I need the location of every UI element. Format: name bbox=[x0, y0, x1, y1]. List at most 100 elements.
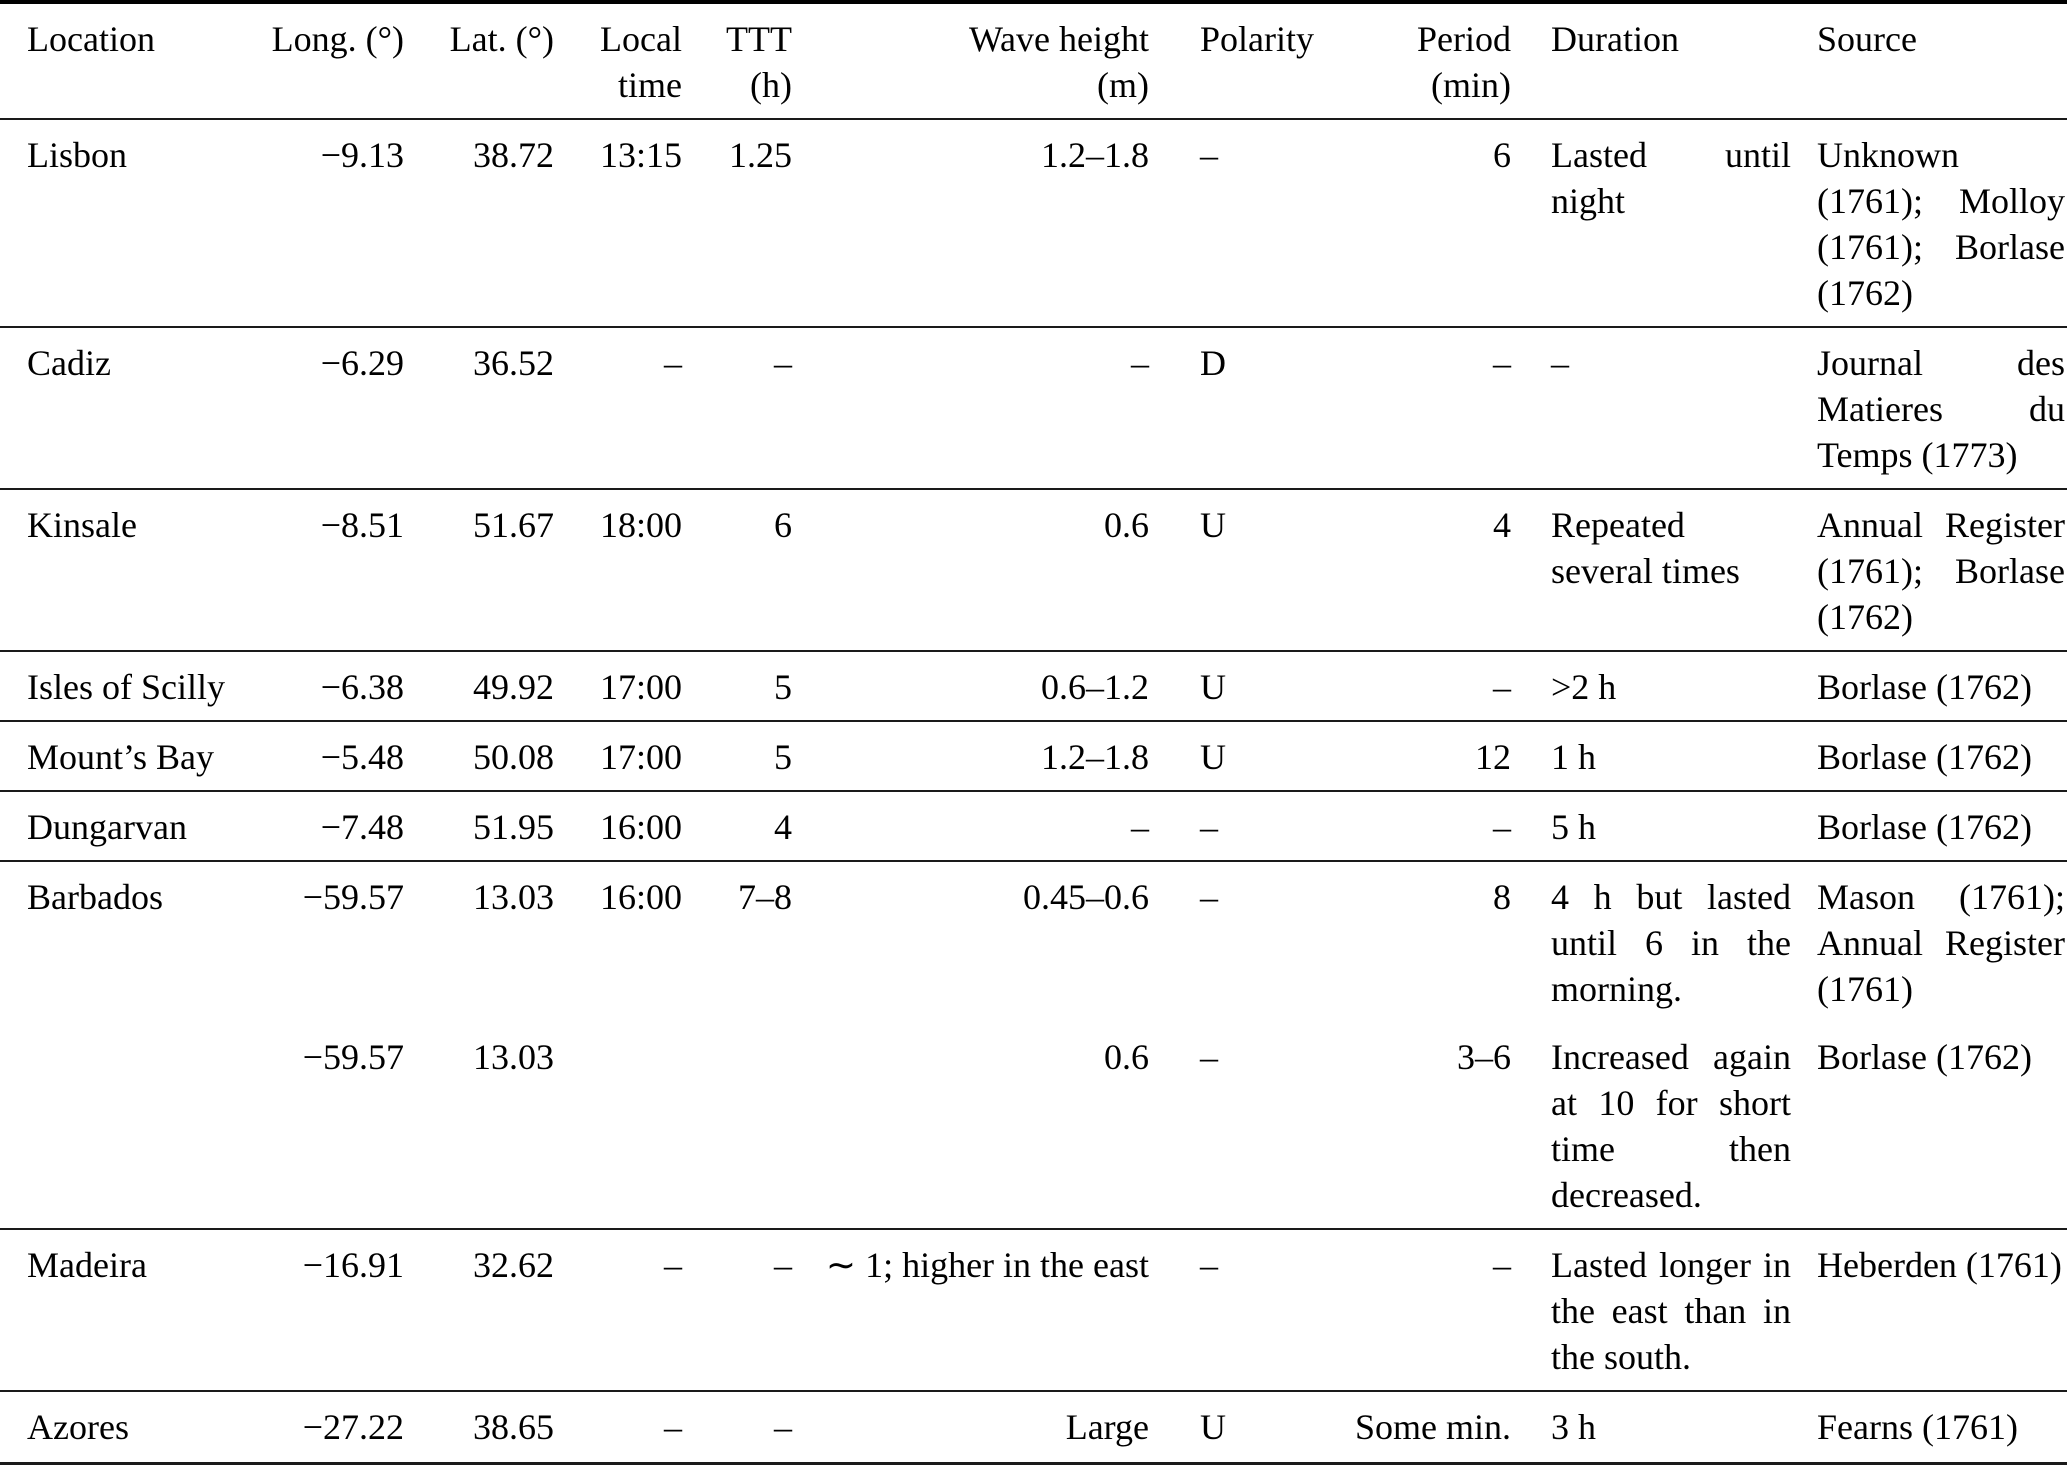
cell-local_time: – bbox=[664, 1407, 682, 1447]
table-row: Azores −27.22 38.65 – – Large U Some min. 3 h Fea… bbox=[0, 1391, 2067, 1463]
cell-ttt: 7–8 bbox=[738, 877, 792, 917]
column-header-ttt: TTT (h) bbox=[688, 2, 798, 119]
cell-duration: >2 h bbox=[1551, 667, 1617, 707]
column-header-ttt-line: (h) bbox=[750, 65, 792, 105]
cell-local_time: 18:00 bbox=[599, 505, 682, 545]
cell-local_time: 17:00 bbox=[599, 667, 682, 707]
cell-ttt bbox=[688, 1022, 798, 1229]
column-header-ttt-line: TTT bbox=[726, 19, 792, 59]
table-row: Isles of Scilly −6.38 49.92 17:00 5 0.6–1.2 U –… bbox=[0, 651, 2067, 721]
cell-polarity: U bbox=[1200, 667, 1226, 707]
cell-ttt: 4 bbox=[774, 807, 792, 847]
column-header-longitude: Long. (°) bbox=[230, 2, 410, 119]
cell-period: – bbox=[1493, 343, 1511, 383]
table-body: Lisbon −9.13 38.72 13:15 1.25 1.2–1.8 – 6 Lasted… bbox=[0, 119, 2067, 1463]
cell-ttt: 5 bbox=[774, 737, 792, 777]
cell-latitude: 38.72 bbox=[473, 135, 554, 175]
column-header-duration-line: Duration bbox=[1551, 19, 1679, 59]
cell-duration: 4 h but lasted until 6 in the morning. bbox=[1551, 877, 1791, 1009]
cell-location: Lisbon bbox=[27, 135, 128, 175]
cell-local_time: 16:00 bbox=[599, 877, 682, 917]
cell-local_time: 16:00 bbox=[599, 807, 682, 847]
cell-wave_height: – bbox=[1131, 807, 1149, 847]
cell-wave_height: 0.6 bbox=[1104, 505, 1149, 545]
cell-duration: Lasted until night bbox=[1551, 135, 1791, 221]
cell-duration: Lasted longer in the east than in the so… bbox=[1551, 1245, 1791, 1377]
cell-duration: 5 h bbox=[1551, 807, 1596, 847]
cell-duration: 1 h bbox=[1551, 737, 1596, 777]
cell-longitude: −7.48 bbox=[320, 807, 404, 847]
cell-source: Fearns (1761) bbox=[1817, 1407, 2018, 1447]
cell-duration: Increased again at 10 for short time the… bbox=[1551, 1037, 1791, 1215]
cell-period: – bbox=[1493, 1245, 1511, 1285]
cell-latitude: 38.65 bbox=[473, 1407, 554, 1447]
cell-location: Kinsale bbox=[27, 505, 137, 545]
column-header-polarity: Polarity bbox=[1155, 2, 1340, 119]
cell-polarity: U bbox=[1200, 505, 1226, 545]
cell-polarity: – bbox=[1200, 807, 1218, 847]
cell-longitude: −59.57 bbox=[302, 1037, 404, 1077]
cell-source: Mason (1761); Annual Register (1761) bbox=[1817, 877, 2065, 1009]
cell-period: – bbox=[1493, 667, 1511, 707]
table-row: Kinsale −8.51 51.67 18:00 6 0.6 U 4 Repeated sev… bbox=[0, 489, 2067, 651]
cell-wave_height: 0.6 bbox=[1104, 1037, 1149, 1077]
table-row: Mount’s Bay −5.48 50.08 17:00 5 1.2–1.8 U 12 1 h… bbox=[0, 721, 2067, 791]
cell-local_time: – bbox=[664, 343, 682, 383]
column-header-local_time-line: Local bbox=[600, 19, 682, 59]
table-row: Cadiz −6.29 36.52– – – D – – Journal des Matiere… bbox=[0, 327, 2067, 489]
cell-period: 4 bbox=[1493, 505, 1511, 545]
column-header-local_time: Local time bbox=[560, 2, 688, 119]
cell-location bbox=[0, 1022, 230, 1229]
cell-latitude: 32.62 bbox=[473, 1245, 554, 1285]
cell-longitude: −6.38 bbox=[320, 667, 404, 707]
cell-longitude: −5.48 bbox=[320, 737, 404, 777]
cell-period: 6 bbox=[1493, 135, 1511, 175]
cell-duration: Repeated several times bbox=[1551, 505, 1740, 591]
cell-polarity: D bbox=[1200, 343, 1226, 383]
cell-wave_height: ∼ 1; higher in the east bbox=[825, 1245, 1149, 1285]
cell-latitude: 51.67 bbox=[473, 505, 554, 545]
cell-longitude: −27.22 bbox=[302, 1407, 404, 1447]
cell-local_time bbox=[560, 1022, 688, 1229]
cell-source: Journal des Matieres du Temps (1773) bbox=[1817, 343, 2065, 475]
cell-source: Borlase (1762) bbox=[1817, 737, 2032, 777]
table-row: Madeira −16.91 32.62– – ∼ 1; higher in the e… bbox=[0, 1229, 2067, 1391]
cell-longitude: −16.91 bbox=[302, 1245, 404, 1285]
cell-longitude: −59.57 bbox=[302, 877, 404, 917]
cell-polarity: U bbox=[1200, 1407, 1226, 1447]
table-header: Location Long. (°) Lat. (°) Local time TTT (h)… bbox=[0, 2, 2067, 119]
cell-latitude: 36.52 bbox=[473, 343, 554, 383]
column-header-duration: Duration bbox=[1517, 2, 1805, 119]
cell-duration: – bbox=[1551, 343, 1569, 383]
cell-polarity: – bbox=[1200, 1245, 1218, 1285]
cell-location: Mount’s Bay bbox=[27, 737, 215, 777]
cell-ttt: 1.25 bbox=[729, 135, 792, 175]
cell-ttt: – bbox=[774, 343, 792, 383]
cell-period: 8 bbox=[1493, 877, 1511, 917]
column-header-location-line: Location bbox=[27, 19, 155, 59]
cell-local_time: 13:15 bbox=[599, 135, 682, 175]
column-header-polarity-line: Polarity bbox=[1200, 19, 1314, 59]
cell-source: Borlase (1762) bbox=[1817, 667, 2032, 707]
cell-latitude: 13.03 bbox=[473, 1037, 554, 1077]
cell-location: Cadiz bbox=[27, 343, 111, 383]
table-row: Lisbon −9.13 38.72 13:15 1.25 1.2–1.8 – 6 Lasted… bbox=[0, 119, 2067, 327]
cell-source: Borlase (1762) bbox=[1817, 1037, 2032, 1077]
cell-wave_height: 0.45–0.6 bbox=[1023, 877, 1149, 917]
cell-longitude: −9.13 bbox=[320, 135, 404, 175]
cell-latitude: 13.03 bbox=[473, 877, 554, 917]
column-header-source-line: Source bbox=[1817, 19, 1917, 59]
cell-location: Barbados bbox=[27, 877, 163, 917]
cell-period: – bbox=[1493, 807, 1511, 847]
cell-wave_height: 1.2–1.8 bbox=[1041, 135, 1149, 175]
column-header-wave_height-line: (m) bbox=[1097, 65, 1149, 105]
column-header-source: Source bbox=[1805, 2, 2067, 119]
cell-ttt: 6 bbox=[774, 505, 792, 545]
cell-polarity: – bbox=[1200, 877, 1218, 917]
cell-longitude: −6.29 bbox=[320, 343, 404, 383]
column-header-latitude: Lat. (°) bbox=[410, 2, 560, 119]
cell-location: Isles of Scilly bbox=[27, 667, 225, 707]
cell-location: Dungarvan bbox=[27, 807, 187, 847]
cell-wave_height: 0.6–1.2 bbox=[1041, 667, 1149, 707]
